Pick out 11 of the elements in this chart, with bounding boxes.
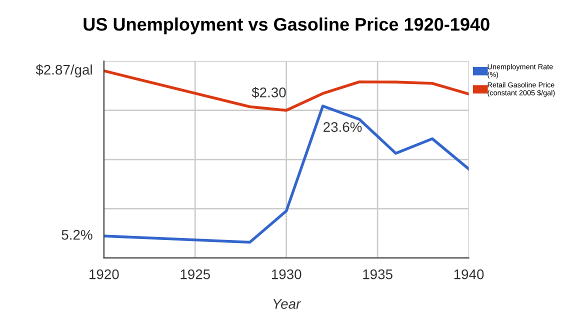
annotation: 5.2%: [62, 230, 92, 240]
x-tick-label: 1940: [454, 269, 484, 280]
x-tick-label: 1920: [90, 269, 119, 280]
annotation: 23.6%: [324, 122, 362, 132]
x-tick-label: 1935: [363, 269, 392, 280]
annotation: $2.87/gal: [36, 64, 92, 78]
annotation: $2.30: [252, 86, 286, 98]
x-axis-title: Year: [274, 299, 302, 309]
chart-title: US Unemployment vs Gasoline Price 1920-1940: [84, 17, 490, 34]
x-tick-label: 1930: [272, 269, 302, 280]
x-tick-label: 1925: [180, 269, 210, 280]
